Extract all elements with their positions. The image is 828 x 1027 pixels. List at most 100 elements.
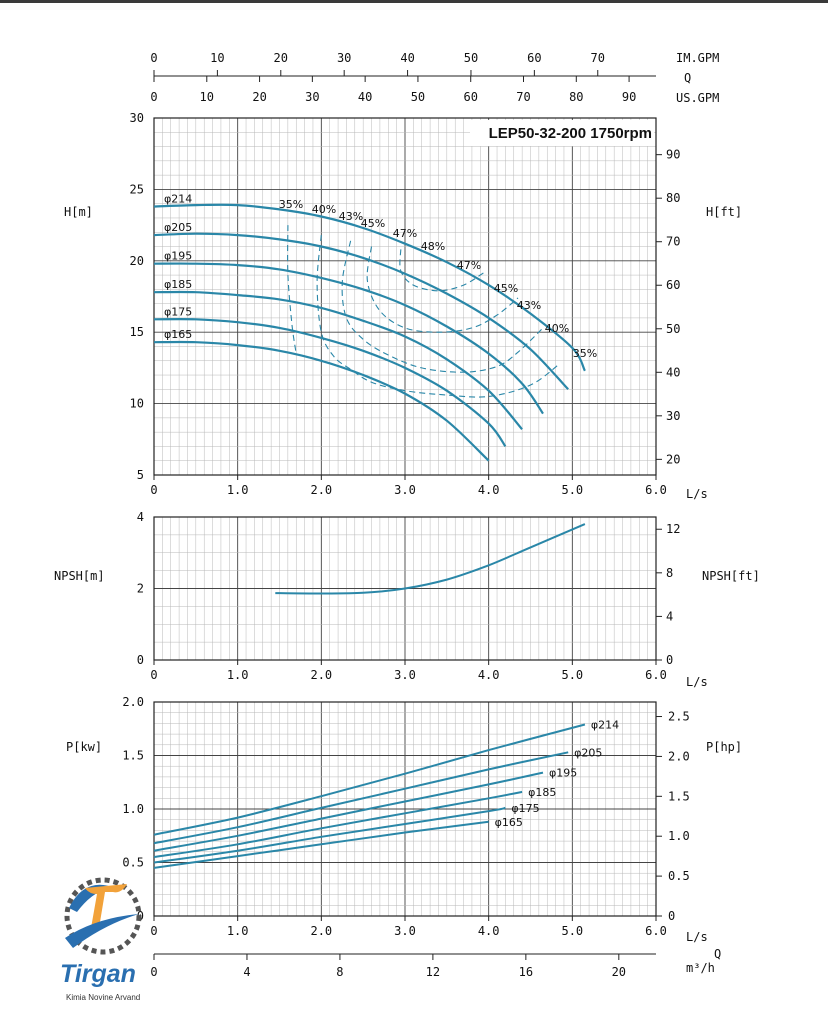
power-curve: [153, 806, 506, 864]
efficiency-label: 47%: [457, 259, 481, 272]
y-tick-label-right: 70: [666, 235, 680, 249]
us-gpm-tick-label: 0: [150, 90, 157, 104]
y-tick-label-right: 20: [666, 452, 680, 466]
x-tick-label: 6.0: [645, 483, 667, 497]
chart-title: LEP50-32-200 1750rpm: [489, 125, 652, 142]
efficiency-contour: [341, 240, 544, 373]
x-tick-label: 2.0: [310, 483, 332, 497]
us-gpm-tick-label: 20: [252, 90, 266, 104]
us-gpm-tick-label: 10: [200, 90, 214, 104]
head-curve-label: φ214: [164, 193, 192, 206]
im-gpm-tick-label: 10: [210, 51, 224, 65]
power-curve-label: φ214: [591, 718, 619, 731]
power-curve: [153, 751, 569, 845]
q-label-bottom: Q: [714, 947, 721, 961]
title-box: [470, 120, 654, 146]
power-curve-label: φ195: [549, 767, 577, 780]
head-curve: [153, 232, 569, 391]
head-curve-label: φ175: [164, 305, 192, 318]
npsh-curve: [275, 523, 586, 595]
im-gpm-tick-label: 40: [400, 51, 414, 65]
x-tick-label: 1.0: [227, 483, 249, 497]
y-tick-label-left: 2.0: [122, 695, 144, 709]
head-curve-label: φ165: [164, 328, 192, 341]
x-tick-label: 0: [150, 668, 157, 682]
us-gpm-tick-label: 70: [516, 90, 530, 104]
x-axis-label: L/s: [686, 487, 708, 501]
y-tick-label-right: 90: [666, 148, 680, 162]
us-gpm-tick-label: 30: [305, 90, 319, 104]
im-gpm-tick-label: 0: [150, 51, 157, 65]
efficiency-label: 43%: [517, 299, 541, 312]
power-curve: [153, 771, 544, 852]
y-tick-label-right: 1.0: [668, 829, 690, 843]
head-curve: [153, 318, 507, 448]
m3h-tick-label: 8: [336, 965, 343, 979]
efficiency-label: 45%: [361, 217, 385, 230]
y-tick-label-left: 4: [137, 510, 144, 524]
x-tick-label: 0: [150, 924, 157, 938]
efficiency-label: 35%: [573, 347, 597, 360]
im-gpm-tick-label: 30: [337, 51, 351, 65]
y-tick-label-right: 1.5: [668, 789, 690, 803]
head-curve-label: φ185: [164, 278, 192, 291]
head-curve-label: φ195: [164, 250, 192, 263]
x-tick-label: 3.0: [394, 668, 416, 682]
x-tick-label: 4.0: [478, 668, 500, 682]
tirgan-logo: [55, 868, 175, 1018]
y-tick-label-right: 2.0: [668, 749, 690, 763]
x-tick-label: 0: [150, 483, 157, 497]
y-tick-label-left: 1.0: [122, 802, 144, 816]
m3h-axis-label: m³/h: [686, 961, 715, 975]
y-tick-label-right: 30: [666, 409, 680, 423]
y-tick-label-right: 50: [666, 322, 680, 336]
x-tick-label: 3.0: [394, 483, 416, 497]
m3h-tick-label: 0: [150, 965, 157, 979]
power-curve: [153, 723, 586, 836]
head-curve-label: φ205: [164, 221, 192, 234]
us-gpm-tick-label: 40: [358, 90, 372, 104]
im-gpm-tick-label: 70: [591, 51, 605, 65]
y-tick-label-right: 0: [666, 653, 673, 667]
power-curve-label: φ205: [574, 746, 602, 759]
y-axis-label-right: NPSH[ft]: [702, 569, 760, 583]
y-tick-label-left: 10: [130, 397, 144, 411]
efficiency-contour: [366, 246, 519, 333]
m3h-tick-label: 20: [612, 965, 626, 979]
y-axis-label-right: P[hp]: [706, 740, 742, 754]
x-tick-label: 5.0: [561, 668, 583, 682]
power-curve: [153, 790, 523, 859]
m3h-tick-label: 4: [243, 965, 250, 979]
efficiency-label: 43%: [339, 210, 363, 223]
power-curve-label: φ165: [495, 816, 523, 829]
x-tick-label: 4.0: [478, 924, 500, 938]
im-gpm-tick-label: 50: [464, 51, 478, 65]
x-tick-label: 1.0: [227, 668, 249, 682]
efficiency-contour: [316, 235, 561, 398]
x-tick-label: 2.0: [310, 924, 332, 938]
y-tick-label-left: 15: [130, 325, 144, 339]
y-tick-label-right: 12: [666, 522, 680, 536]
x-tick-label: 1.0: [227, 924, 249, 938]
y-axis-label-left: P[kw]: [66, 740, 102, 754]
y-tick-label-left: 1.5: [122, 749, 144, 763]
efficiency-label: 40%: [545, 322, 569, 335]
y-tick-label-right: 2.5: [668, 710, 690, 724]
y-tick-label-right: 4: [666, 609, 673, 623]
axes-layer: [153, 70, 662, 960]
x-tick-label: 5.0: [561, 483, 583, 497]
im-gpm-tick-label: 60: [527, 51, 541, 65]
y-tick-label-left: 30: [130, 111, 144, 125]
y-axis-label-left: H[m]: [64, 205, 93, 219]
efficiency-label: 40%: [312, 203, 336, 216]
efficiency-label: 45%: [494, 282, 518, 295]
y-tick-label-right: 8: [666, 566, 673, 580]
curves-layer: [153, 203, 586, 869]
us-gpm-tick-label: 80: [569, 90, 583, 104]
logo-subtitle: Kimia Novine Arvand: [66, 993, 141, 1002]
x-tick-label: 5.0: [561, 924, 583, 938]
x-tick-label: 6.0: [645, 668, 667, 682]
us-gpm-label: US.GPM: [676, 91, 719, 105]
